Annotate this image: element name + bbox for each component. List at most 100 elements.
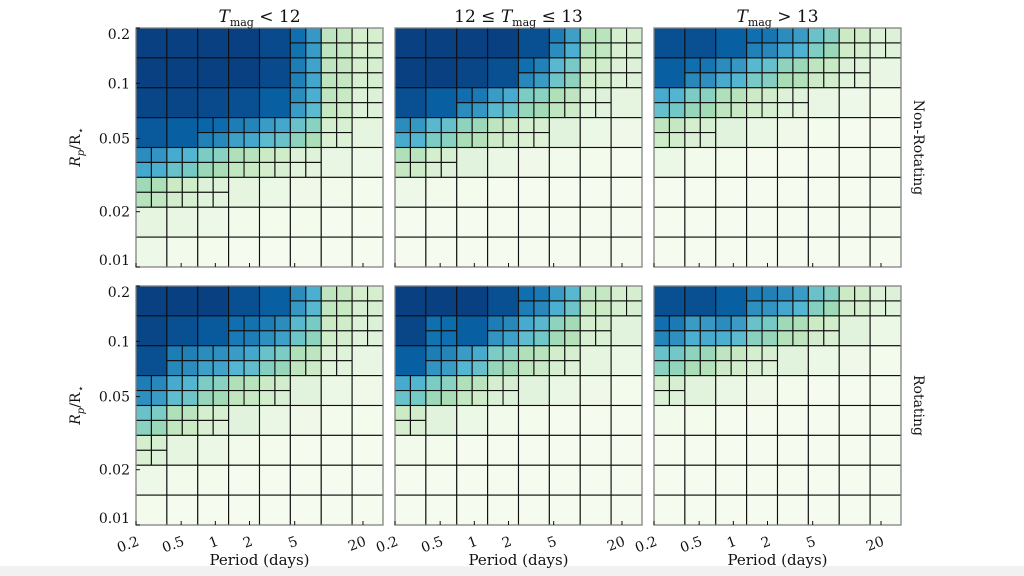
heatmap-cell [838,27,856,44]
panel-frame [394,285,643,526]
heatmap-cell [869,236,902,268]
heatmap-cell [653,102,670,119]
heatmap-cell [564,345,581,362]
heatmap-cell [440,360,458,377]
heatmap-cell [197,345,214,362]
x-tick-label: 0.2 [115,534,141,557]
heatmap-cell [135,57,168,89]
heatmap-cell [517,285,535,302]
heatmap-cell [197,87,230,119]
heatmap-cell [761,42,779,59]
heatmap-cell [502,360,520,377]
heatmap-cell [367,57,384,74]
heatmap-cell [351,330,369,347]
heatmap-cell [274,161,291,178]
heatmap-cell [289,360,307,377]
heatmap-cell [854,27,871,44]
heatmap-cell [715,360,732,377]
heatmap-cell [258,117,276,134]
heatmap-cell [684,117,701,134]
heatmap-cell [533,102,550,119]
heatmap-cell [610,57,628,74]
heatmap-cell [776,464,809,496]
heatmap-cell [792,330,809,347]
heatmap-cell [425,236,458,268]
heatmap-cell [548,102,566,119]
bottom-strip [0,566,1024,576]
heatmap-cell [579,117,612,149]
heatmap-cell [684,464,717,496]
heatmap-cell [517,360,535,377]
heatmap-cell [668,102,686,119]
heatmap-cell [274,375,291,392]
heatmap-cell [305,102,322,119]
heatmap-cell [517,494,550,526]
column-title-0: Tmag < 12 [218,7,300,29]
heatmap-cell [610,72,628,89]
heatmap-cell [715,146,748,178]
heatmap-cell [776,117,809,149]
heatmap-cell [305,345,322,362]
heatmap-cell [595,300,612,317]
heatmap-cell [684,146,717,178]
heatmap-cell [212,360,230,377]
heatmap-cell [776,404,809,436]
heatmap-cell [336,102,353,119]
heatmap-cell [336,72,353,89]
heatmap-cell [289,42,307,59]
heatmap-cell [228,27,261,59]
heatmap-cell [579,146,612,178]
heatmap-cell [548,42,566,59]
heatmap-cell [487,236,520,268]
heatmap-cell [456,132,473,149]
heatmap-cell [336,57,353,74]
heatmap-cell [243,360,261,377]
heatmap-cell [761,345,779,362]
heatmap-cell [425,176,458,208]
heatmap-cell [502,87,520,104]
heatmap-cell [684,404,717,436]
heatmap-cell [197,117,214,134]
heatmap-cell [746,360,763,377]
heatmap-cell [595,315,612,332]
heatmap-cell [579,464,612,496]
heatmap-cell [548,285,566,302]
heatmap-cell [838,72,856,89]
x-tick-label: 1 [725,534,739,552]
heatmap-cell [305,132,322,149]
heatmap-cell [197,27,230,59]
heatmap-cell [181,191,199,208]
heatmap-cell [135,161,152,178]
heatmap-cell [440,375,458,392]
heatmap-cell [351,102,369,119]
heatmap-cell [653,236,686,268]
heatmap-cell [166,285,199,317]
heatmap-cell [776,72,794,89]
heatmap-cell [792,87,809,104]
heatmap-cell [135,285,168,317]
heatmap-cell [823,72,840,89]
heatmap-cell [838,375,871,407]
heatmap-cell [258,57,291,89]
heatmap-cell [181,176,199,193]
heatmap-cell [258,345,276,362]
heatmap-cell [320,315,338,332]
heatmap-cell [668,117,686,134]
heatmap-cell [517,206,550,238]
heatmap-cell [761,360,779,377]
heatmap-cell [699,345,717,362]
heatmap-cell [336,300,353,317]
heatmap-cell [425,434,458,466]
heatmap-cell [243,330,261,347]
heatmap-cell [579,72,597,89]
heatmap-cell [517,330,535,347]
heatmap-cell [517,146,550,178]
heatmap-cell [135,315,168,347]
heatmap-cell [305,330,322,347]
heatmap-cell [653,132,670,149]
heatmap-cell [807,176,840,208]
heatmap-cell [166,464,199,496]
heatmap-cell [776,27,794,44]
heatmap-cell [425,146,442,163]
